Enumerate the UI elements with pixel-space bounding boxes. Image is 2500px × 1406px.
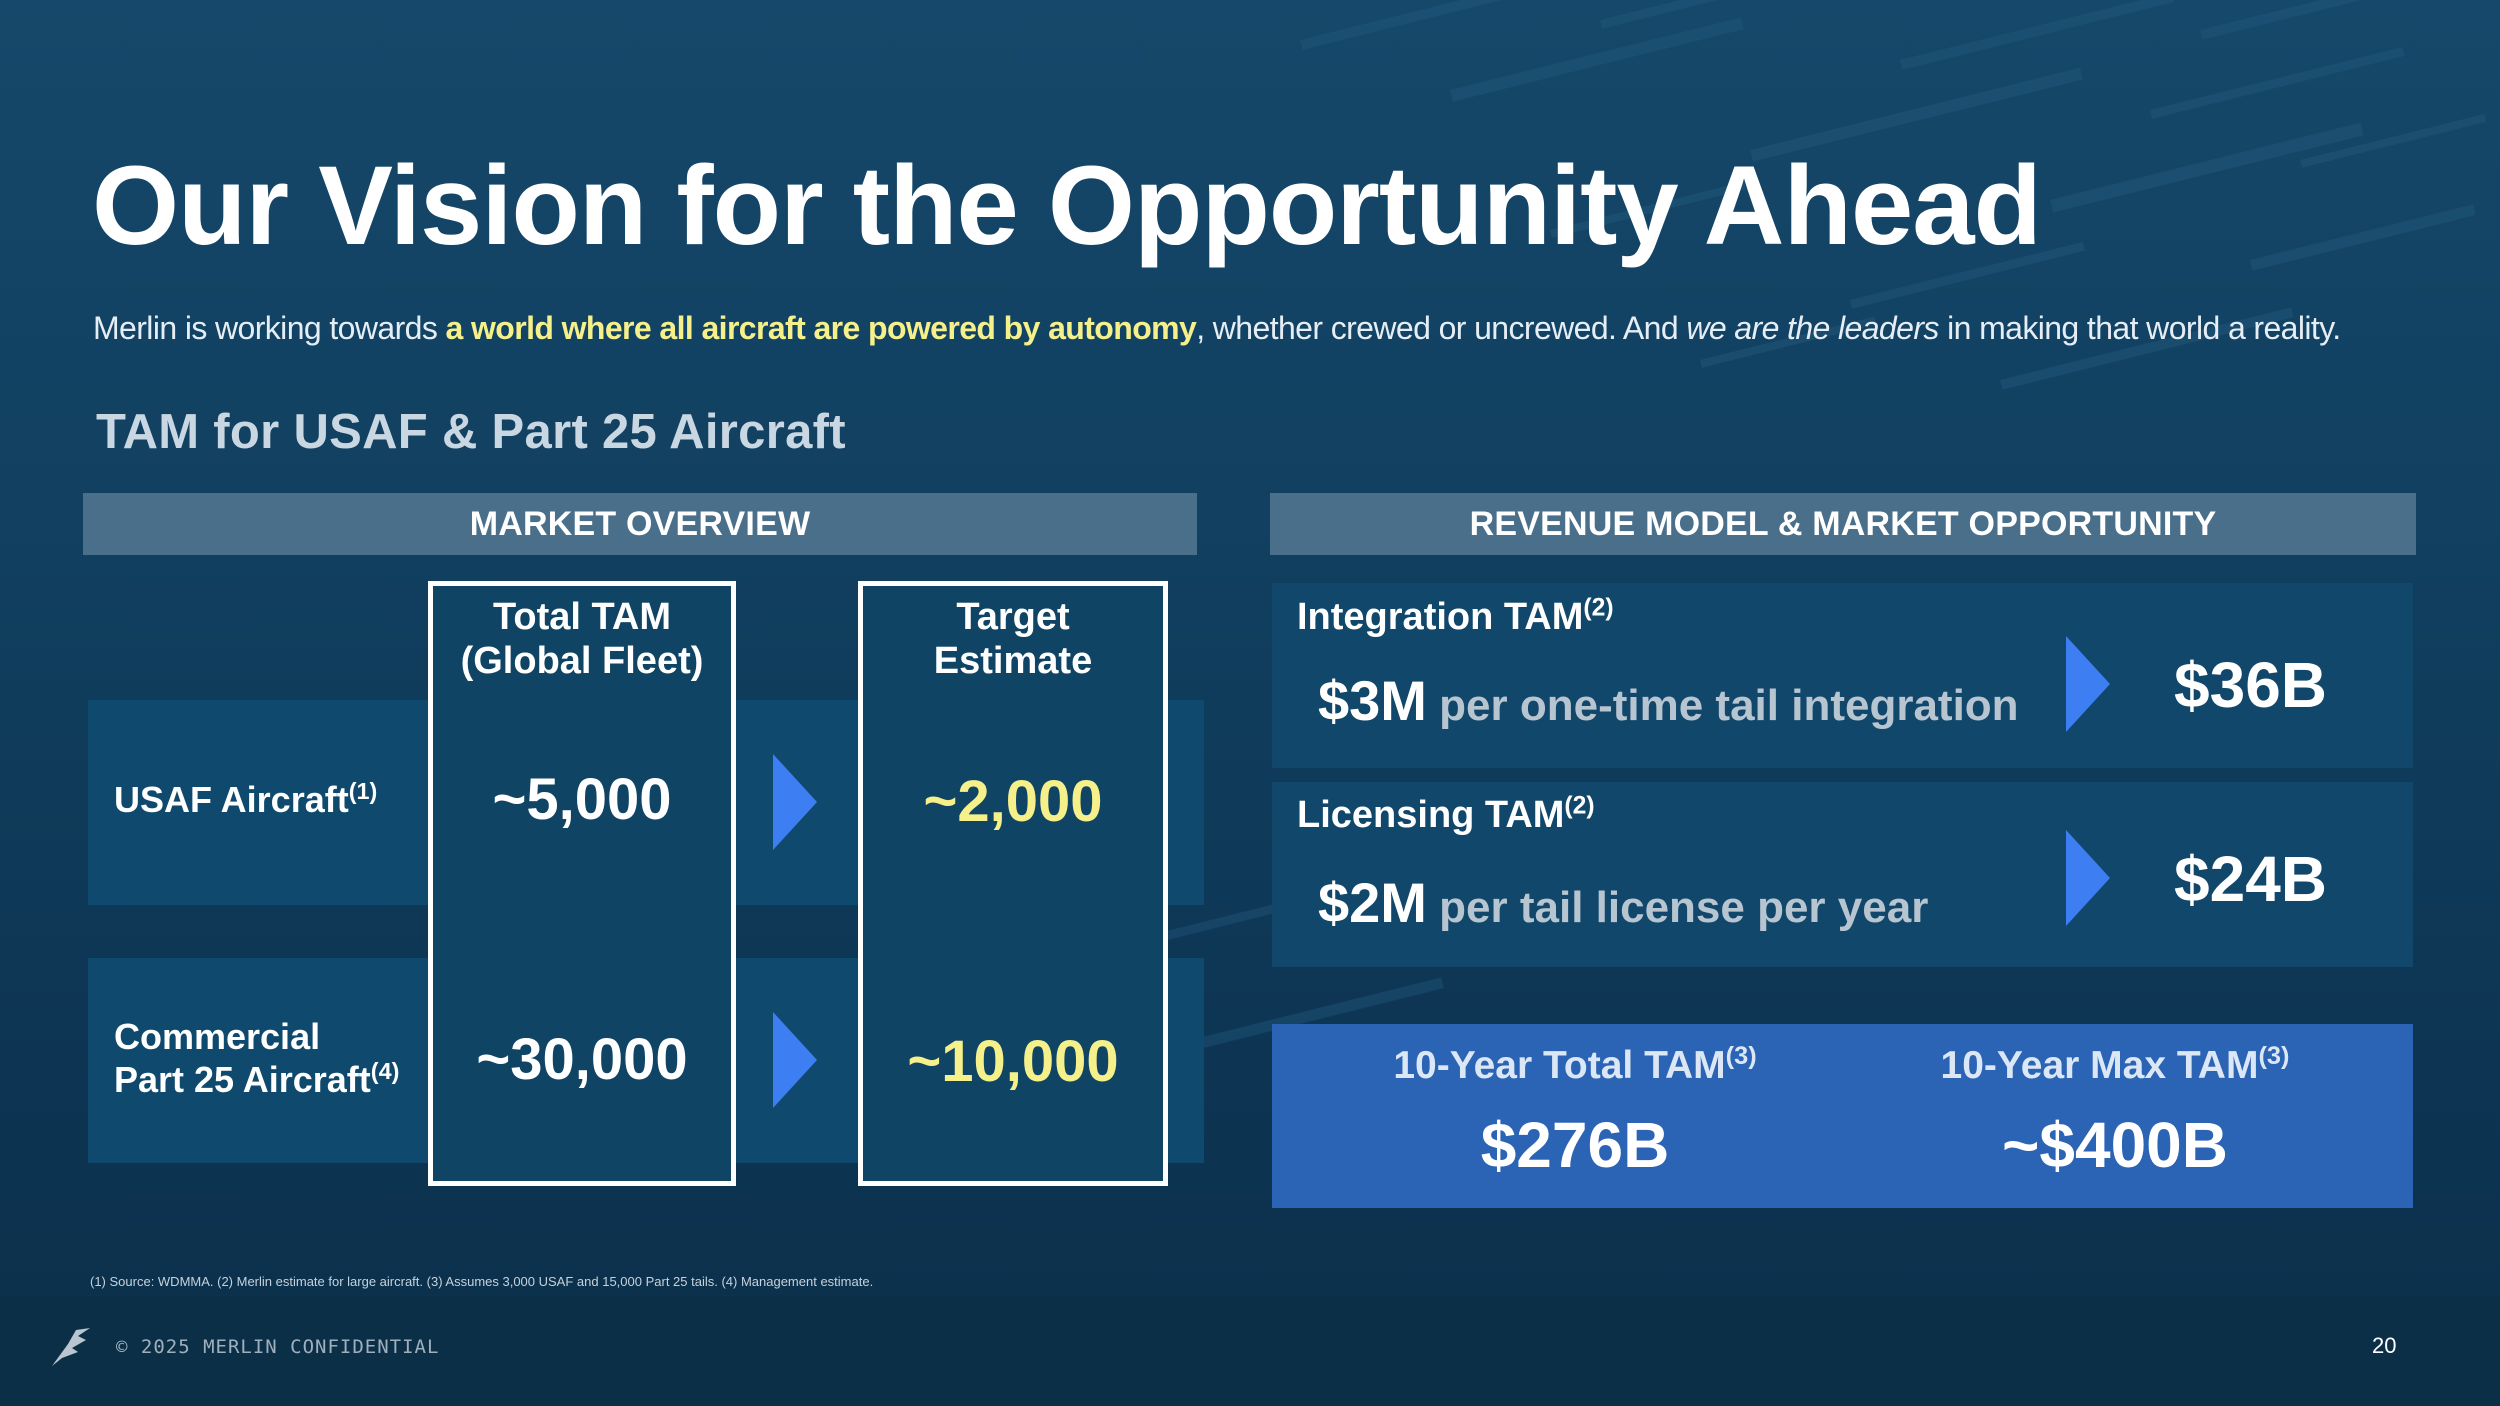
row-label-commercial-line1: Commercial — [114, 1016, 321, 1057]
footnote-ref: (1) — [348, 778, 378, 804]
revenue-model-header: REVENUE MODEL & MARKET OPPORTUNITY — [1270, 493, 2416, 555]
arrow-right-icon — [2066, 830, 2110, 926]
usaf-target-estimate: ~2,000 — [923, 769, 1103, 834]
section-title: TAM for USAF & Part 25 Aircraft — [96, 405, 846, 459]
total-tam-header-line2: (Global Fleet) — [460, 639, 704, 682]
target-estimate-column — [858, 581, 1168, 1186]
arrow-right-icon — [773, 754, 817, 850]
licensing-amount: $2M — [1318, 871, 1427, 934]
ten-year-max-tam-label: 10-Year Max TAM(3) — [1830, 1042, 2400, 1088]
target-header-line2: Estimate — [933, 639, 1093, 682]
footnote-ref: (2) — [1564, 792, 1595, 820]
row-label-commercial: Commercial Part 25 Aircraft(4) — [114, 1015, 399, 1101]
licensing-tam-label: Licensing TAM — [1297, 794, 1565, 836]
ten-year-total-tam-label: 10-Year Total TAM(3) — [1290, 1042, 1860, 1088]
integration-tam-box — [1272, 583, 2413, 768]
ten-year-total-tam-text: 10-Year Total TAM — [1393, 1044, 1726, 1087]
slide-title: Our Vision for the Opportunity Ahead — [92, 143, 2042, 268]
licensing-description: per tail license per year — [1426, 883, 1929, 932]
commercial-target-estimate: ~10,000 — [907, 1029, 1119, 1094]
integration-description: per one-time tail integration — [1426, 681, 2019, 730]
subtitle-text-3: in making that world a reality. — [1938, 310, 2341, 346]
subtitle-text-2: , whether crewed or uncrewed. And — [1196, 310, 1687, 346]
total-tam-header-line1: Total TAM — [493, 596, 671, 638]
row-label-usaf-text: USAF Aircraft — [114, 779, 349, 820]
arrow-right-icon — [773, 1012, 817, 1108]
total-tam-column — [428, 581, 736, 1186]
licensing-tam-value: $24B — [2174, 843, 2327, 915]
slide-subtitle: Merlin is working towards a world where … — [93, 310, 2341, 347]
subtitle-emphasis: we are the leaders — [1686, 310, 1939, 346]
integration-tam-label: Integration TAM — [1297, 596, 1584, 638]
licensing-tam-box — [1272, 782, 2413, 967]
footnotes: (1) Source: WDMMA. (2) Merlin estimate f… — [90, 1274, 874, 1289]
usaf-total-tam: ~5,000 — [492, 767, 672, 832]
row-label-commercial-line2: Part 25 Aircraft — [114, 1059, 371, 1101]
target-header-line1: Target — [956, 596, 1070, 638]
subtitle-highlight: a world where all aircraft are powered b… — [445, 310, 1197, 346]
licensing-tam-title: Licensing TAM(2) — [1297, 792, 1595, 837]
licensing-tam-detail: $2M per tail license per year — [1318, 870, 1928, 935]
confidential-notice: © 2025 MERLIN CONFIDENTIAL — [116, 1336, 440, 1358]
total-tam-column-header: Total TAM (Global Fleet) — [433, 596, 731, 683]
integration-tam-title: Integration TAM(2) — [1297, 594, 1614, 639]
integration-tam-value: $36B — [2174, 649, 2327, 721]
merlin-logo-icon — [52, 1328, 90, 1366]
target-estimate-column-header: Target Estimate — [863, 596, 1163, 683]
footnote-ref: (4) — [370, 1058, 400, 1085]
ten-year-max-tam-value: ~$400B — [2002, 1109, 2228, 1181]
footnote-ref: (3) — [2258, 1042, 2290, 1070]
page-number: 20 — [2372, 1333, 2397, 1358]
footer-strip — [0, 1296, 2500, 1406]
footnote-ref: (3) — [1725, 1042, 1757, 1070]
ten-year-total-tam-value: $276B — [1480, 1109, 1670, 1181]
integration-amount: $3M — [1318, 669, 1427, 732]
row-label-usaf: USAF Aircraft(1) — [114, 778, 377, 821]
market-overview-header: MARKET OVERVIEW — [83, 493, 1197, 555]
integration-tam-detail: $3M per one-time tail integration — [1318, 668, 2019, 733]
arrow-right-icon — [2066, 636, 2110, 732]
commercial-total-tam: ~30,000 — [476, 1027, 688, 1092]
ten-year-max-tam-text: 10-Year Max TAM — [1940, 1044, 2259, 1087]
footnote-ref: (2) — [1583, 594, 1614, 622]
total-tam-summary-box — [1272, 1024, 2413, 1208]
subtitle-text-1: Merlin is working towards — [93, 310, 446, 346]
